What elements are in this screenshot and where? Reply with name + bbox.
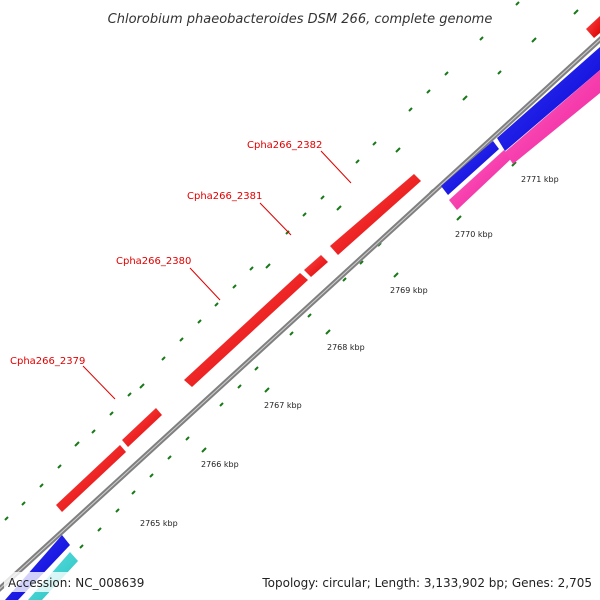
kbp-label-2768: 2768 kbp — [327, 343, 365, 352]
kbp-label-2771: 2771 kbp — [521, 175, 559, 184]
gene-Cpha266_2382[interactable] — [330, 174, 421, 255]
genome-summary: Topology: circular; Length: 3,133,902 bp… — [261, 576, 592, 590]
gene-label-leaders — [82, 150, 352, 400]
gene-label-Cpha266_2380[interactable]: Cpha266_2380 — [116, 256, 191, 267]
genome-backbone — [0, 36, 600, 592]
gene-red-top-edge[interactable] — [586, 16, 600, 38]
gene-Cpha266_2379-part2[interactable] — [122, 408, 162, 447]
kbp-label-2770: 2770 kbp — [455, 230, 493, 239]
kbp-label-2767: 2767 kbp — [264, 401, 302, 410]
kbp-label-2769: 2769 kbp — [390, 286, 428, 295]
gene-Cpha266_2381[interactable] — [304, 255, 328, 277]
tick-track-upper — [4, 1, 579, 521]
gene-blue-2[interactable] — [497, 47, 600, 151]
gene-label-Cpha266_2379[interactable]: Cpha266_2379 — [10, 356, 85, 367]
gene-Cpha266_2380[interactable] — [184, 273, 308, 387]
kbp-label-2766: 2766 kbp — [201, 460, 239, 469]
kbp-label-2765: 2765 kbp — [140, 519, 178, 528]
gene-label-Cpha266_2382[interactable]: Cpha266_2382 — [247, 140, 322, 151]
accession-label: Accession: NC_008639 — [8, 576, 144, 590]
tick-track-lower — [79, 161, 517, 549]
gene-pink-2[interactable] — [505, 70, 600, 164]
map-title: Chlorobium phaeobacteroides DSM 266, com… — [108, 12, 493, 27]
gene-blue-1[interactable] — [441, 141, 499, 195]
gene-label-Cpha266_2381[interactable]: Cpha266_2381 — [187, 191, 262, 202]
accession-backdrop — [4, 572, 146, 592]
gene-Cpha266_2379-part1[interactable] — [56, 445, 126, 512]
gene-pink-1[interactable] — [449, 150, 512, 210]
